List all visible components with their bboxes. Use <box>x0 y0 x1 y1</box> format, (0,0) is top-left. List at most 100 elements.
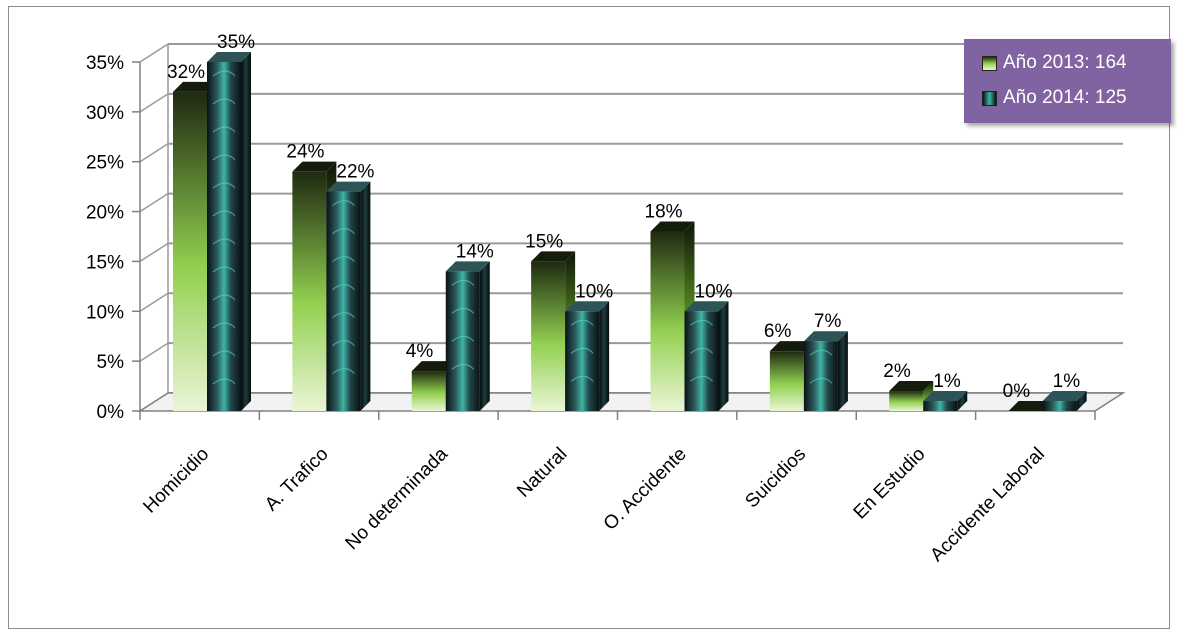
bar-texture <box>451 307 475 314</box>
x-tick-label: En Estudio <box>850 444 930 524</box>
legend-label-2014: Año 2014: 125 <box>1003 87 1127 108</box>
data-label: 0% <box>1003 381 1031 402</box>
bar-front <box>650 231 685 411</box>
bar-side <box>360 181 371 411</box>
bar-texture <box>212 322 236 329</box>
data-labels: 32% 35% 24% 22% 4% 14% 15% 10% 18% 10% 6% 7% 2% 1% 0% 1… <box>167 32 1080 402</box>
x-tick-label: Natural <box>513 444 571 502</box>
bar-texture <box>570 347 594 354</box>
data-label: 18% <box>645 202 683 223</box>
gridline-depth <box>139 43 169 63</box>
bar-texture <box>809 377 833 384</box>
bar-front <box>889 391 924 411</box>
bar-texture <box>212 210 236 217</box>
gridline-depth <box>139 292 169 312</box>
bar-front <box>445 271 480 411</box>
data-label: 1% <box>933 371 961 392</box>
bar-texture <box>212 126 236 133</box>
bar-front <box>684 311 719 411</box>
bar-texture <box>212 294 236 301</box>
gridline-depth <box>139 93 169 113</box>
bar-texture <box>570 375 594 382</box>
data-label: 14% <box>456 241 494 262</box>
bar-side <box>241 52 251 411</box>
bar-front <box>207 62 241 411</box>
bar-texture <box>212 70 236 77</box>
bar-2013 <box>411 361 456 411</box>
bar-front <box>769 351 804 411</box>
bar-top <box>445 261 490 272</box>
gridline-depth <box>139 342 169 362</box>
bar-top <box>803 331 848 342</box>
bar-front <box>1008 411 1043 412</box>
bar-top <box>684 301 729 312</box>
x-tick-label: Homicidio <box>139 444 213 518</box>
bar-front <box>803 341 838 411</box>
x-tick-label: Suicidios <box>741 444 810 513</box>
bar-texture <box>212 238 236 245</box>
bar-texture <box>690 319 713 326</box>
bar-texture <box>212 266 236 273</box>
x-tick-label: No determinada <box>342 443 453 554</box>
bar-texture <box>332 340 355 347</box>
bar-front <box>565 311 600 411</box>
bar-texture <box>332 368 355 375</box>
bar-texture <box>212 154 236 161</box>
bar-front <box>531 261 566 411</box>
bar-2014 <box>803 331 848 411</box>
bar-top <box>923 391 968 402</box>
bar-top <box>1042 391 1087 402</box>
bar-top <box>889 381 934 392</box>
bar-side <box>718 301 729 411</box>
data-label: 6% <box>764 321 792 342</box>
bar-side <box>957 391 968 411</box>
y-tick-label: 35% <box>86 53 124 74</box>
bar-texture <box>332 284 355 291</box>
data-label: 35% <box>217 32 255 53</box>
bar-texture <box>690 375 713 382</box>
bar-texture <box>332 228 355 235</box>
legend-swatch-2014 <box>982 90 997 106</box>
data-label: 7% <box>814 311 842 332</box>
y-tick-label: 20% <box>86 203 124 224</box>
legend-item-2014: Año 2014: 125 <box>982 84 1127 112</box>
bar-side <box>837 331 848 411</box>
bar-texture <box>212 98 236 105</box>
data-label: 10% <box>695 281 733 302</box>
bar-texture <box>212 350 236 357</box>
bar-texture <box>451 335 475 342</box>
bar-texture <box>809 349 833 356</box>
gridline-depth <box>139 143 169 163</box>
legend-swatch-2013 <box>982 55 997 71</box>
bar-texture <box>332 200 355 207</box>
data-label: 15% <box>525 231 563 252</box>
bar-top <box>173 81 217 92</box>
bar-front <box>326 191 361 411</box>
bar-2014 <box>445 261 490 411</box>
bar-2014 <box>1042 391 1087 411</box>
bar-texture <box>451 279 475 286</box>
bar-top <box>326 181 371 192</box>
bar-side <box>479 261 490 411</box>
data-label: 10% <box>575 281 613 302</box>
bar-top <box>1008 401 1053 411</box>
bar-2013 <box>1008 401 1053 412</box>
bar-texture <box>332 256 355 263</box>
y-tick-label: 10% <box>86 302 124 323</box>
y-tick-label: 25% <box>86 153 124 174</box>
bar-top <box>769 341 814 352</box>
legend-item-2013: Año 2013: 164 <box>982 49 1127 77</box>
y-tick-label: 15% <box>86 252 124 273</box>
bar-texture <box>332 312 355 319</box>
data-label: 1% <box>1053 371 1081 392</box>
bar-top <box>531 251 576 262</box>
data-label: 32% <box>167 62 205 83</box>
y-tick-label: 30% <box>86 103 124 124</box>
bar-top <box>411 361 456 372</box>
bar-texture <box>570 319 594 326</box>
x-tick-label: Accidente Laboral <box>926 444 1048 566</box>
gridline-depth <box>139 192 169 213</box>
bars <box>173 52 1087 412</box>
bar-front <box>173 91 207 412</box>
bar-side <box>1076 391 1087 411</box>
